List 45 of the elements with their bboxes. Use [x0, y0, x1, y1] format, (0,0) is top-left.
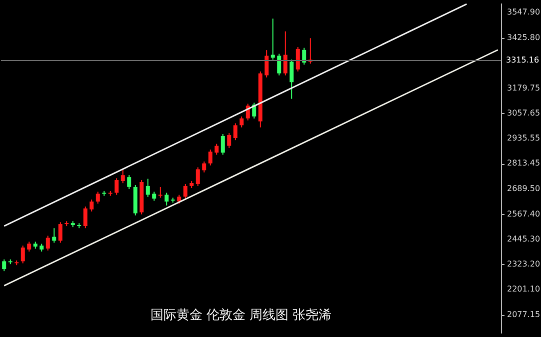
- candlestick: [220, 133, 225, 156]
- y-tick-label: 2813.45: [507, 158, 540, 168]
- candlestick: [83, 206, 88, 229]
- candlestick: [233, 122, 238, 141]
- y-tick-label: 2935.55: [507, 134, 540, 143]
- y-tick-label: 2689.50: [507, 184, 540, 194]
- candlestick: [246, 103, 250, 121]
- candlestick: [27, 241, 32, 252]
- candlestick: [296, 46, 300, 72]
- candlestick: [208, 149, 212, 166]
- candlestick: [152, 191, 156, 202]
- candlestick: [146, 178, 150, 198]
- y-tick-label: 2077.15: [507, 310, 540, 320]
- candlestick: [202, 161, 206, 173]
- y-tick-label: 3425.80: [507, 32, 540, 42]
- annotation: 国际黄金 伦敦金 周线图 张尧浠: [150, 308, 332, 323]
- y-tick-label: 2567.40: [507, 209, 540, 218]
- candlestick: [2, 258, 6, 272]
- candlestick: [96, 191, 100, 204]
- candlestick: [20, 245, 25, 264]
- candlestick: [283, 30, 288, 76]
- y-tick-label: 3179.75: [507, 83, 540, 92]
- candlestick: [227, 132, 232, 148]
- candlestick: [240, 116, 244, 128]
- candlestick: [120, 168, 125, 184]
- y-tick-label: 2323.20: [507, 259, 540, 268]
- y-tick-label: 3057.65: [507, 108, 540, 118]
- y-tick-label: 3547.90: [507, 8, 540, 17]
- candlestick: [127, 174, 132, 190]
- candlestick: [196, 166, 200, 186]
- candlestick: [46, 235, 50, 252]
- y-tick-label: 2201.10: [507, 284, 540, 294]
- candlestick: [114, 178, 119, 196]
- candlestick: [277, 53, 282, 76]
- candlestick: [158, 186, 162, 198]
- ref-line-label: 3315.16: [506, 56, 540, 65]
- y-tick-label: 2445.30: [507, 234, 540, 244]
- candlestick: [183, 183, 188, 200]
- candlestick: [290, 59, 294, 100]
- candlestick: [264, 50, 269, 78]
- candlestick: [214, 143, 219, 156]
- candlestick: [164, 192, 169, 206]
- candlestick: [302, 47, 306, 66]
- candlestick: [58, 222, 62, 244]
- candlestick: [90, 199, 94, 212]
